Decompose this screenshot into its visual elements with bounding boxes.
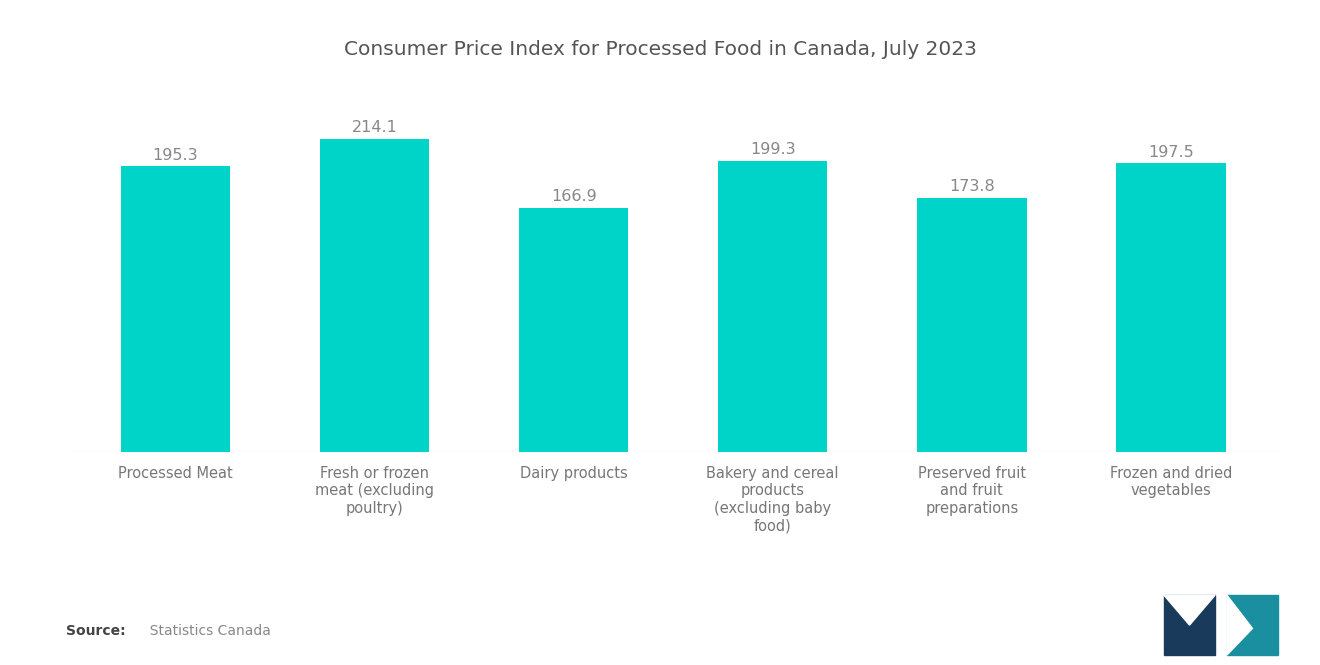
- Text: Consumer Price Index for Processed Food in Canada, July 2023: Consumer Price Index for Processed Food …: [343, 40, 977, 59]
- Text: 214.1: 214.1: [351, 120, 397, 135]
- Polygon shape: [1226, 595, 1278, 655]
- Text: 195.3: 195.3: [153, 148, 198, 163]
- Text: 166.9: 166.9: [550, 190, 597, 204]
- Bar: [519, 208, 628, 452]
- Polygon shape: [1164, 595, 1214, 655]
- Bar: [917, 198, 1027, 452]
- Text: Statistics Canada: Statistics Canada: [141, 624, 271, 638]
- Polygon shape: [1226, 595, 1253, 655]
- Text: 173.8: 173.8: [949, 180, 995, 194]
- Bar: [319, 139, 429, 452]
- Polygon shape: [1164, 595, 1214, 625]
- Bar: [120, 166, 230, 452]
- Bar: [718, 161, 828, 452]
- Bar: [1117, 163, 1226, 452]
- Text: 197.5: 197.5: [1148, 144, 1193, 160]
- Text: 199.3: 199.3: [750, 142, 796, 157]
- Text: Source:: Source:: [66, 624, 125, 638]
